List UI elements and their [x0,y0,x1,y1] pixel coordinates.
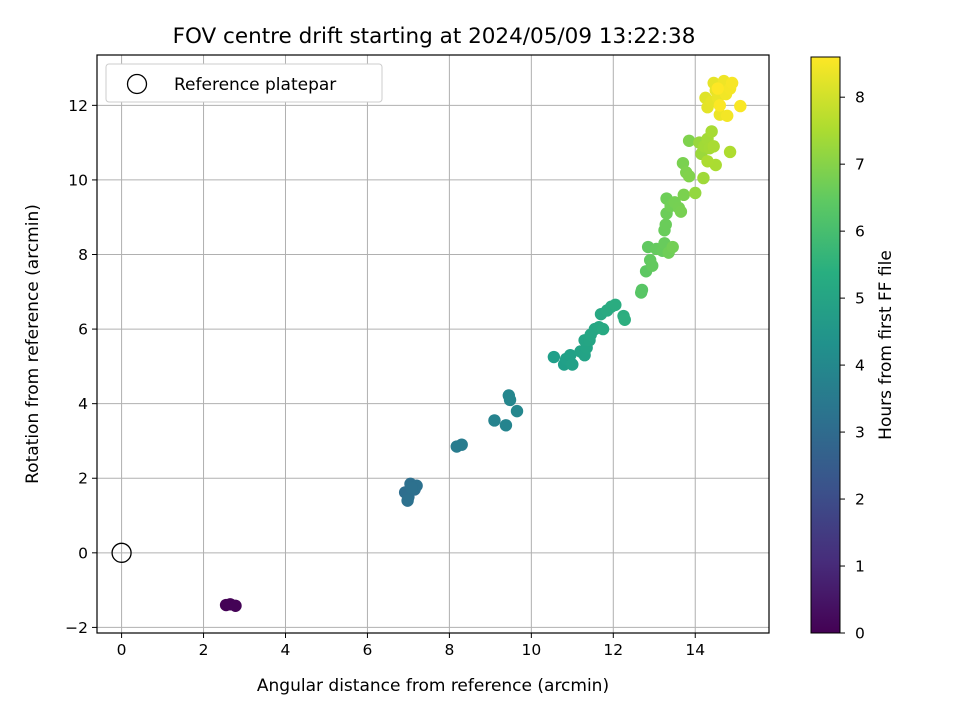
y-axis-ticks: −2 0 2 4 6 8 10 12 [65,97,97,637]
data-point [713,99,727,112]
x-tick-label: 4 [281,641,291,659]
legend-marker-reference [126,73,148,95]
colorbar-tick-label: 8 [855,89,865,107]
data-point [229,599,242,612]
x-axis-label: Angular distance from reference (arcmin) [257,676,609,696]
data-point [564,348,577,362]
data-point [711,82,724,95]
data-point [618,313,631,326]
data-point [635,283,649,297]
data-points [219,74,747,612]
data-point [499,419,513,432]
data-point [510,404,524,418]
reference-point [111,542,132,563]
data-point [721,109,734,122]
data-point [405,481,418,494]
colorbar-tick-label: 6 [855,223,865,241]
y-tick-label: 12 [68,97,88,115]
data-point [547,350,561,364]
colorbar-tick-label: 3 [855,424,865,442]
y-tick-label: −2 [65,619,88,637]
legend: Reference platepar [105,63,383,103]
data-point [646,259,659,272]
data-point [677,188,690,202]
x-tick-label: 2 [199,641,209,659]
reference-marker [111,542,132,563]
data-point [596,322,610,336]
colorbar-label: Hours from first FF file [876,250,896,440]
colorbar-tick-label: 7 [855,156,865,174]
data-point [401,494,414,507]
colorbar: 0 1 2 3 4 5 6 7 8 Hours from first FF file [810,56,896,643]
y-tick-label: 10 [68,171,88,189]
x-tick-label: 10 [521,641,541,659]
plot-background [97,55,769,633]
x-tick-label: 12 [603,641,623,659]
data-point [689,186,702,200]
colorbar-tick-label: 2 [855,491,865,509]
legend-label-reference: Reference platepar [174,75,336,95]
chart-title: FOV centre drift starting at 2024/05/09 … [173,24,696,49]
y-tick-label: 6 [78,321,88,339]
data-point [682,134,696,147]
grid-lines-x [121,55,696,633]
data-point [609,298,622,312]
data-point [707,140,720,153]
x-tick-label: 6 [363,641,373,659]
data-point [725,76,739,90]
data-point [701,155,714,168]
data-point [697,171,710,185]
y-axis-label: Rotation from reference (arcmin) [23,204,43,484]
data-point [455,438,468,451]
data-point [488,414,501,427]
data-point [666,240,679,254]
y-tick-label: 0 [78,544,88,562]
data-point [734,99,747,113]
data-point [503,393,517,407]
data-point [723,145,737,159]
colorbar-gradient [810,56,841,634]
data-point [659,218,672,231]
colorbar-tick-label: 0 [855,625,865,643]
y-tick-label: 8 [78,246,88,264]
data-point [674,205,688,218]
colorbar-tick-label: 5 [855,290,865,308]
legend-box [105,63,383,103]
data-point [705,125,718,138]
colorbar-ticks: 0 1 2 3 4 5 6 7 8 [840,89,865,643]
y-tick-label: 4 [78,395,88,413]
plot-area [96,54,770,634]
y-tick-label: 2 [78,470,88,488]
x-tick-label: 8 [444,641,454,659]
x-tick-label: 0 [117,641,127,659]
x-tick-label: 14 [685,641,705,659]
colorbar-tick-label: 4 [855,357,865,375]
plot-frame [96,54,770,634]
data-point [682,169,696,183]
colorbar-tick-label: 1 [855,558,865,576]
data-point [676,156,690,170]
data-point [566,358,579,371]
x-axis-ticks: 0 2 4 6 8 10 12 14 [117,633,705,659]
